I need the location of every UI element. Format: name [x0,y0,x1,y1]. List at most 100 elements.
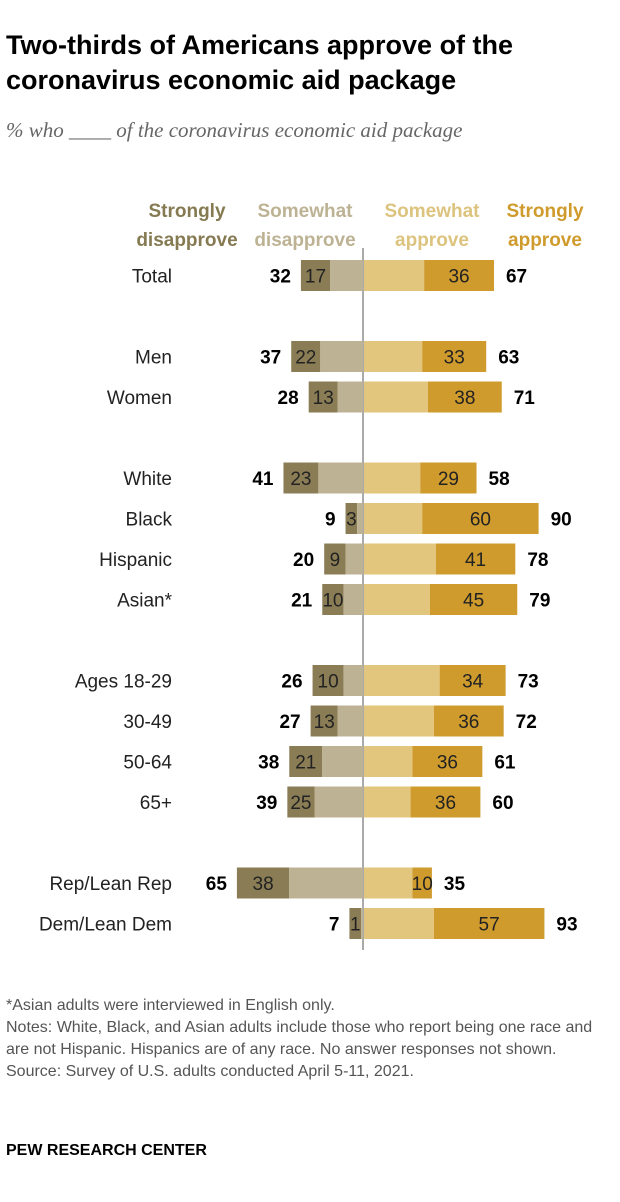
bar-somewhat-approve [364,867,413,899]
data-label-net-approve: 61 [494,753,516,774]
bar-somewhat-approve [364,381,429,413]
data-label-net-disapprove: 20 [293,550,314,571]
bar-strongly-disapprove [283,462,319,494]
data-label-net-approve: 63 [498,348,519,369]
row-label: Dem/Lean Dem [39,915,172,936]
bar-somewhat-disapprove [357,503,363,534]
bar-somewhat-disapprove [337,381,363,413]
data-label-net-disapprove: 7 [329,915,340,936]
bar-strongly-approve [420,462,477,494]
legend-label-3: Strongly [506,201,583,222]
row-label: Women [107,388,172,409]
bar-somewhat-disapprove [314,786,363,818]
legend-label-1-line2: disapprove [254,230,355,251]
data-label-net-disapprove: 21 [291,591,313,612]
row-label: Asian* [117,591,173,612]
bar-strongly-approve [429,584,518,615]
bar-strongly-approve [433,908,545,939]
row-label: Rep/Lean Rep [49,874,172,895]
data-label-strongly-approve: 36 [458,712,479,733]
diverging-bar-chart: Strongly disapprove Somewhat disapprove Some… [39,201,584,950]
bar-strongly-disapprove [300,260,331,291]
bar-strongly-disapprove [310,705,338,737]
row-label: 50-64 [123,753,172,774]
data-label-net-disapprove: 37 [260,348,281,369]
data-label-strongly-approve: 29 [438,469,459,490]
data-label-net-disapprove: 65 [206,874,228,895]
bar-strongly-approve [422,341,487,372]
legend-label-0-line2: disapprove [136,230,237,251]
bar-somewhat-approve [364,786,411,818]
legend-label-2-line2: approve [395,230,469,251]
bar-somewhat-disapprove [343,584,363,615]
bar-somewhat-disapprove [343,665,363,696]
bar-somewhat-disapprove [361,908,363,939]
bar-strongly-approve [412,867,432,899]
bar-somewhat-disapprove [322,746,363,777]
data-label-strongly-approve: 60 [470,510,491,531]
row-label: Hispanic [99,550,172,571]
row-label: White [123,469,172,490]
bar-somewhat-approve [364,341,423,372]
data-label-strongly-disapprove: 17 [305,267,326,288]
bar-strongly-disapprove [289,746,323,777]
bar-somewhat-disapprove [318,462,363,494]
data-label-net-approve: 93 [556,915,577,936]
bar-somewhat-disapprove [337,705,363,737]
legend-label-0: Strongly [148,201,225,222]
data-label-strongly-disapprove: 9 [330,550,341,571]
data-label-strongly-approve: 57 [479,915,500,936]
bar-strongly-disapprove [291,341,321,372]
bar-somewhat-approve [364,908,434,939]
bar-somewhat-disapprove [330,260,363,291]
data-label-net-disapprove: 28 [278,388,299,409]
data-label-strongly-approve: 45 [463,591,484,612]
bar-somewhat-approve [364,665,440,696]
bar-somewhat-approve [364,746,413,777]
bar-strongly-disapprove [308,381,338,413]
data-label-net-approve: 71 [514,388,536,409]
data-label-net-approve: 35 [444,874,466,895]
legend-label-3-line2: approve [508,230,582,251]
bar-strongly-approve [424,260,494,291]
row-label: 30-49 [123,712,172,733]
data-label-strongly-approve: 36 [435,793,456,814]
data-label-net-disapprove: 27 [279,712,300,733]
data-label-strongly-disapprove: 13 [313,388,334,409]
data-label-net-approve: 90 [551,510,572,531]
bar-strongly-approve [439,665,506,696]
notes: *Asian adults were interviewed in Englis… [6,995,606,1083]
bar-strongly-approve [422,503,539,534]
data-label-strongly-approve: 10 [412,874,433,895]
bar-somewhat-disapprove [289,867,363,899]
data-label-strongly-disapprove: 22 [295,348,316,369]
bar-somewhat-approve [364,462,421,494]
legend-label-2: Somewhat [384,201,480,222]
data-label-net-approve: 67 [506,267,527,288]
bar-strongly-approve [410,786,481,818]
bar-strongly-approve [433,705,504,737]
footnote: *Asian adults were interviewed in Englis… [6,997,335,1014]
data-label-strongly-disapprove: 13 [314,712,335,733]
chart-subtitle: % who ____ of the coronavirus economic a… [6,118,463,142]
bar-somewhat-disapprove [345,543,363,575]
data-label-net-approve: 58 [489,469,510,490]
row-label: Black [126,510,173,531]
data-label-net-disapprove: 41 [252,469,274,490]
chart-title: Two-thirds of Americans approve of the c… [6,30,514,95]
bar-somewhat-approve [364,584,430,615]
data-label-net-disapprove: 32 [270,267,291,288]
bar-strongly-approve [412,746,483,777]
data-label-net-disapprove: 39 [256,793,277,814]
bar-strongly-approve [435,543,516,575]
bar-strongly-disapprove [349,908,362,939]
data-label-net-approve: 60 [492,793,513,814]
data-label-strongly-disapprove: 1 [350,915,361,936]
data-label-strongly-disapprove: 10 [322,591,343,612]
data-label-net-approve: 73 [518,672,539,693]
bar-strongly-disapprove [322,584,344,615]
bar-strongly-disapprove [236,867,290,899]
data-label-strongly-approve: 33 [444,348,465,369]
source-text: Source: Survey of U.S. adults conducted … [6,1063,414,1080]
data-label-strongly-approve: 36 [448,267,469,288]
